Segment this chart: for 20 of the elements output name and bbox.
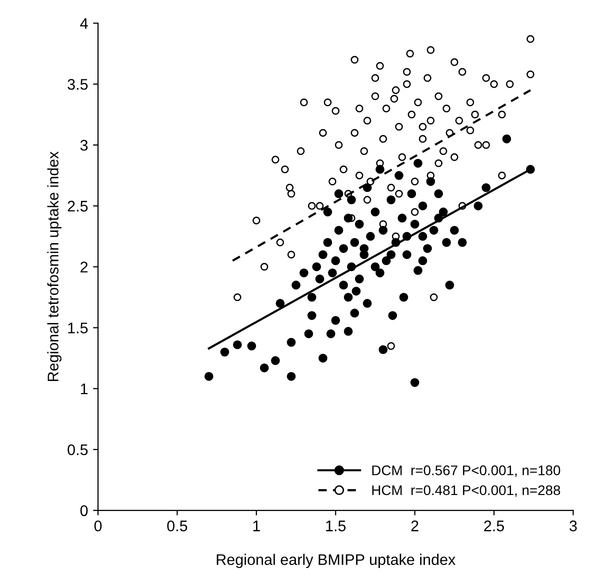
legend-label: DCM r=0.567 P<0.001, n=180 [372, 465, 560, 477]
x-tick-label: 2.5 [484, 520, 504, 532]
y-tick-label: 0.5 [68, 444, 88, 456]
x-axis-title: Regional early BMIPP uptake index [216, 554, 456, 568]
y-tick-label: 2 [80, 262, 88, 272]
y-tick-label: 4 [80, 18, 88, 29]
x-tick-label: 0.5 [167, 520, 188, 532]
x-tick-label: 2 [411, 520, 418, 532]
y-tick-label: 1.5 [68, 322, 88, 334]
y-tick-label: 2.5 [68, 200, 88, 212]
x-tick-label: 3 [570, 520, 577, 532]
y-tick-label: 1 [80, 384, 88, 394]
y-tick-label: 3 [80, 140, 88, 151]
legend-label: HCM r=0.481 P<0.001, n=288 [372, 485, 560, 497]
y-tick-label: 0 [80, 505, 88, 516]
y-axis-title: Regional tetrofosmin uptake index [47, 151, 62, 382]
x-tick-label: 1 [253, 520, 260, 532]
y-tick-label: 3.5 [68, 78, 88, 90]
x-tick-label: 0 [94, 520, 102, 532]
x-tick-label: 1.5 [326, 520, 346, 532]
